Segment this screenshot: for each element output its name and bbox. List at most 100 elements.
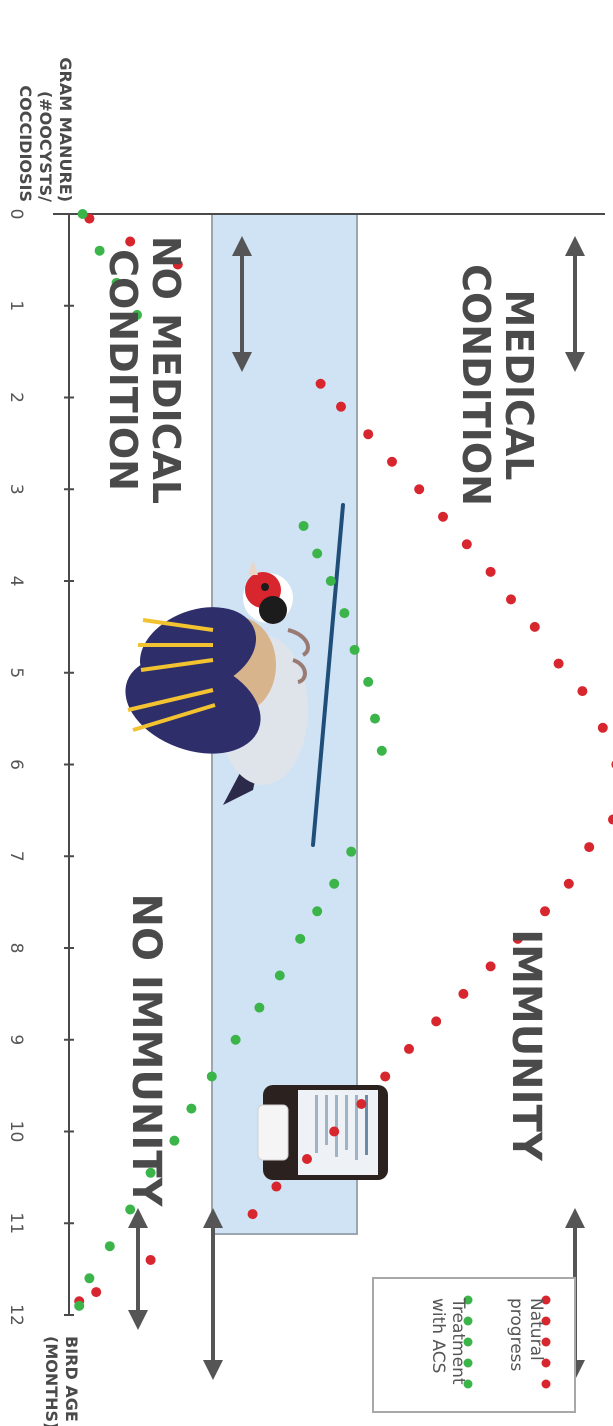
data-point [506, 594, 516, 605]
legend-label-acs-line-2: with ACS [428, 1298, 448, 1373]
data-point [312, 906, 323, 917]
data-point [274, 970, 285, 981]
data-point [172, 259, 183, 270]
legend-marker [541, 1379, 551, 1389]
legend-markers [463, 1295, 551, 1389]
data-point [271, 1181, 282, 1192]
legend-box [372, 1277, 576, 1413]
y-axis-label-line-3: GRAM MANURE) [56, 57, 75, 202]
data-point [339, 608, 350, 619]
annotation-medical-condition-line-2: CONDITION [454, 264, 498, 506]
data-point [315, 378, 326, 389]
acs-bottle-illustration [257, 1085, 388, 1180]
series-natural-progress [74, 213, 613, 1307]
data-point [414, 484, 425, 495]
data-point [387, 456, 397, 467]
x-tick-label-3: 3 [6, 484, 26, 495]
data-point [145, 1254, 156, 1265]
legend: Natural progress Treatment with ACS [372, 1277, 576, 1413]
data-point [91, 1287, 102, 1298]
data-point [186, 1103, 197, 1114]
data-point [363, 429, 374, 440]
data-point [349, 644, 360, 655]
legend-marker [541, 1358, 551, 1368]
data-point [312, 548, 323, 559]
data-point [380, 1071, 391, 1082]
arrow-no-immunity [203, 1208, 223, 1380]
annotation-no-immunity: NO IMMUNITY [123, 894, 169, 1208]
data-point [206, 1071, 217, 1082]
data-point [302, 1154, 312, 1165]
data-point [540, 906, 550, 917]
data-point [485, 566, 496, 577]
x-axis-label-line-2: (MONTHS) [42, 1336, 61, 1426]
x-tick-label-6: 6 [6, 759, 26, 770]
annotation-no-medical-condition-line-2: CONDITION [101, 249, 145, 491]
data-point [111, 277, 122, 288]
data-point [125, 236, 136, 247]
arrow-no-immunity-bottom [128, 1208, 148, 1330]
legend-marker [463, 1358, 473, 1368]
x-tick-label-4: 4 [6, 576, 26, 587]
x-tick-label-8: 8 [6, 943, 26, 954]
data-point [254, 1002, 265, 1013]
legend-label-natural-line-1: Natural [526, 1298, 546, 1361]
data-point [84, 1273, 95, 1284]
x-tick-label-10: 10 [6, 1121, 26, 1143]
legend-marker [541, 1295, 551, 1305]
data-point [247, 1209, 258, 1220]
data-point [230, 1034, 241, 1045]
x-axis-label-line-1: BIRD AGE [62, 1336, 81, 1422]
data-point [363, 676, 374, 687]
data-point [597, 722, 608, 733]
goldfinch-illustration [125, 503, 345, 847]
data-point [431, 1016, 442, 1027]
annotation-immunity: IMMUNITY [503, 929, 549, 1162]
data-point [125, 1204, 136, 1215]
legend-marker [463, 1337, 473, 1347]
data-point [346, 846, 357, 857]
data-point [370, 713, 380, 724]
data-point [584, 842, 595, 853]
data-point [336, 401, 346, 412]
x-tick-label-1: 1 [6, 300, 26, 311]
series-treatment-acs [74, 209, 387, 1311]
data-point [485, 961, 496, 972]
arrow-medical-condition [565, 236, 585, 372]
data-point [94, 245, 105, 256]
legend-marker [541, 1316, 551, 1326]
data-point [376, 745, 387, 756]
data-point [132, 309, 142, 320]
data-point [577, 686, 588, 697]
data-point [74, 1300, 85, 1311]
data-point [458, 988, 469, 999]
data-point [529, 621, 540, 632]
x-tick-label-11: 11 [6, 1212, 26, 1234]
annotation-no-medical-condition-line-1: NO MEDICAL [144, 236, 188, 504]
data-point [298, 520, 309, 531]
legend-label-acs-line-1: Treatment [448, 1297, 468, 1385]
x-tick-label-9: 9 [6, 1034, 26, 1045]
legend-marker [463, 1295, 473, 1305]
data-point [563, 878, 574, 889]
x-tick-label-5: 5 [6, 667, 26, 678]
data-point [438, 511, 448, 522]
x-tick-label-12: 12 [6, 1304, 26, 1326]
data-point [325, 576, 336, 586]
annotation-medical-condition-line-1: MEDICAL [497, 290, 541, 481]
y-axis-label-line-1: COCCIDIOSIS [16, 85, 35, 202]
data-point [295, 933, 306, 944]
data-point [608, 814, 613, 825]
data-point [553, 658, 564, 669]
legend-marker [463, 1316, 473, 1326]
data-point [145, 1167, 156, 1178]
arrow-no-medical-condition-top [232, 236, 252, 372]
legend-label-natural-line-2: progress [506, 1298, 526, 1372]
y-axis-label-line-2: (#OOCYSTS/ [36, 91, 55, 202]
legend-marker [541, 1337, 551, 1347]
data-point [329, 878, 340, 889]
data-point [329, 1126, 340, 1137]
data-point [404, 1043, 414, 1054]
